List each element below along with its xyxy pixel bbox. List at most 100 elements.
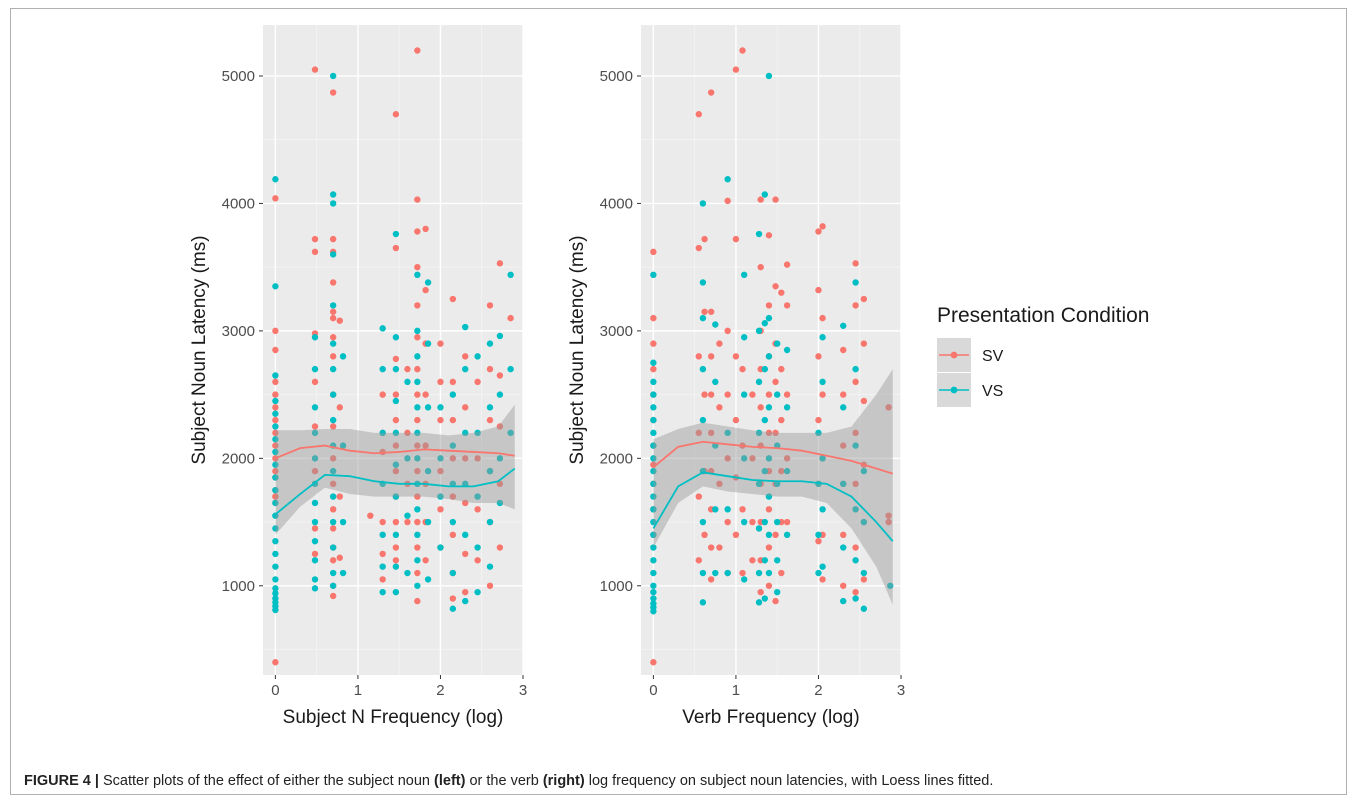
data-point-sv: [840, 582, 847, 589]
data-point-sv: [695, 429, 702, 437]
data-point-vs: [765, 455, 773, 462]
data-point-vs: [449, 480, 457, 488]
legend-key-sv-dot: [950, 351, 958, 359]
data-point-vs: [755, 569, 763, 577]
data-point-sv: [462, 404, 469, 411]
y-axis-title: Subject Noun Latency (ms): [567, 235, 588, 464]
data-point-vs: [860, 467, 868, 475]
data-point-sv: [815, 537, 822, 545]
data-point-sv: [449, 455, 457, 462]
data-point-sv: [778, 467, 785, 475]
data-point-sv: [783, 455, 791, 462]
data-point-sv: [701, 235, 708, 243]
data-point-sv: [311, 66, 319, 73]
data-point-sv: [815, 416, 822, 424]
data-point-sv: [329, 279, 337, 286]
data-point-sv: [329, 308, 337, 315]
data-point-sv: [414, 416, 421, 424]
data-point-vs: [486, 518, 494, 526]
data-point-sv: [422, 557, 429, 564]
data-point-vs: [311, 455, 319, 462]
data-point-sv: [724, 391, 731, 398]
data-point-vs: [379, 588, 386, 596]
data-point-sv: [783, 518, 791, 526]
data-point-sv: [852, 480, 859, 488]
data-point-sv: [885, 512, 892, 519]
data-point-sv: [422, 442, 429, 449]
loess-line-vs: [652, 471, 894, 542]
data-point-vs: [414, 378, 421, 386]
data-point-vs: [329, 191, 337, 198]
data-point-sv: [819, 314, 826, 322]
data-point-sv: [772, 531, 779, 539]
data-point-sv: [392, 544, 400, 551]
data-point-sv: [392, 467, 400, 475]
data-point-sv: [329, 353, 337, 360]
data-point-sv: [885, 518, 892, 526]
data-point-vs: [311, 404, 319, 411]
data-point-vs: [329, 544, 337, 551]
data-point-sv: [474, 455, 481, 462]
data-point-sv: [772, 597, 779, 605]
left-scatter-panel: 1000 2000 3000 4000 5000 0 1 2 3 Subject N Freque…: [189, 25, 527, 728]
data-point-sv: [819, 223, 826, 230]
data-point-sv: [272, 493, 279, 500]
x-tick-label: 3: [519, 682, 527, 699]
data-point-vs: [392, 397, 400, 405]
data-point-sv: [765, 544, 773, 551]
data-point-sv: [414, 597, 421, 605]
data-point-sv: [707, 544, 715, 551]
x-tick-label: 2: [436, 682, 444, 699]
data-point-vs: [462, 531, 469, 539]
data-point-vs: [761, 320, 769, 327]
data-point-vs: [329, 72, 337, 80]
data-point-vs: [852, 365, 859, 373]
caption-text-2: or the verb: [465, 773, 543, 789]
data-point-vs: [761, 191, 769, 198]
y-tick-label: 2000: [600, 450, 633, 467]
data-point-vs: [783, 346, 791, 354]
data-point-vs: [819, 563, 826, 570]
data-point-sv: [414, 569, 421, 577]
loess-line-sv: [652, 440, 894, 475]
data-point-vs: [650, 416, 657, 424]
data-point-vs: [449, 605, 457, 612]
x-tick-label: 3: [897, 682, 905, 699]
data-point-vs: [404, 512, 411, 519]
data-point-sv: [272, 429, 279, 437]
data-point-vs: [424, 518, 432, 526]
data-point-vs: [272, 576, 279, 583]
data-point-vs: [311, 576, 319, 583]
data-point-sv: [329, 334, 337, 341]
data-point-vs: [486, 467, 494, 475]
data-point-vs: [860, 569, 868, 577]
data-point-vs: [650, 557, 657, 564]
data-point-vs: [311, 429, 319, 437]
data-point-vs: [840, 322, 847, 329]
data-point-sv: [778, 365, 785, 373]
data-point-sv: [462, 550, 469, 558]
data-point-vs: [773, 391, 781, 398]
data-point-vs: [761, 467, 769, 475]
data-point-vs: [392, 230, 400, 238]
data-point-vs: [819, 334, 826, 341]
data-point-vs: [474, 429, 481, 437]
data-point-sv: [414, 334, 421, 341]
y-tick-label: 5000: [600, 68, 633, 85]
data-point-sv: [379, 518, 386, 526]
data-point-sv: [329, 592, 337, 600]
data-point-vs: [486, 404, 494, 411]
data-point-vs: [765, 569, 773, 577]
y-tick-label: 4000: [222, 195, 255, 212]
data-point-sv: [716, 480, 723, 488]
data-point-vs: [414, 327, 421, 335]
data-point-sv: [449, 493, 457, 500]
data-point-sv: [486, 582, 494, 589]
data-point-vs: [404, 378, 411, 386]
data-point-vs: [462, 480, 469, 488]
data-point-vs: [819, 506, 826, 513]
data-point-sv: [392, 355, 400, 363]
data-point-sv: [311, 550, 319, 558]
data-point-vs: [329, 302, 337, 309]
